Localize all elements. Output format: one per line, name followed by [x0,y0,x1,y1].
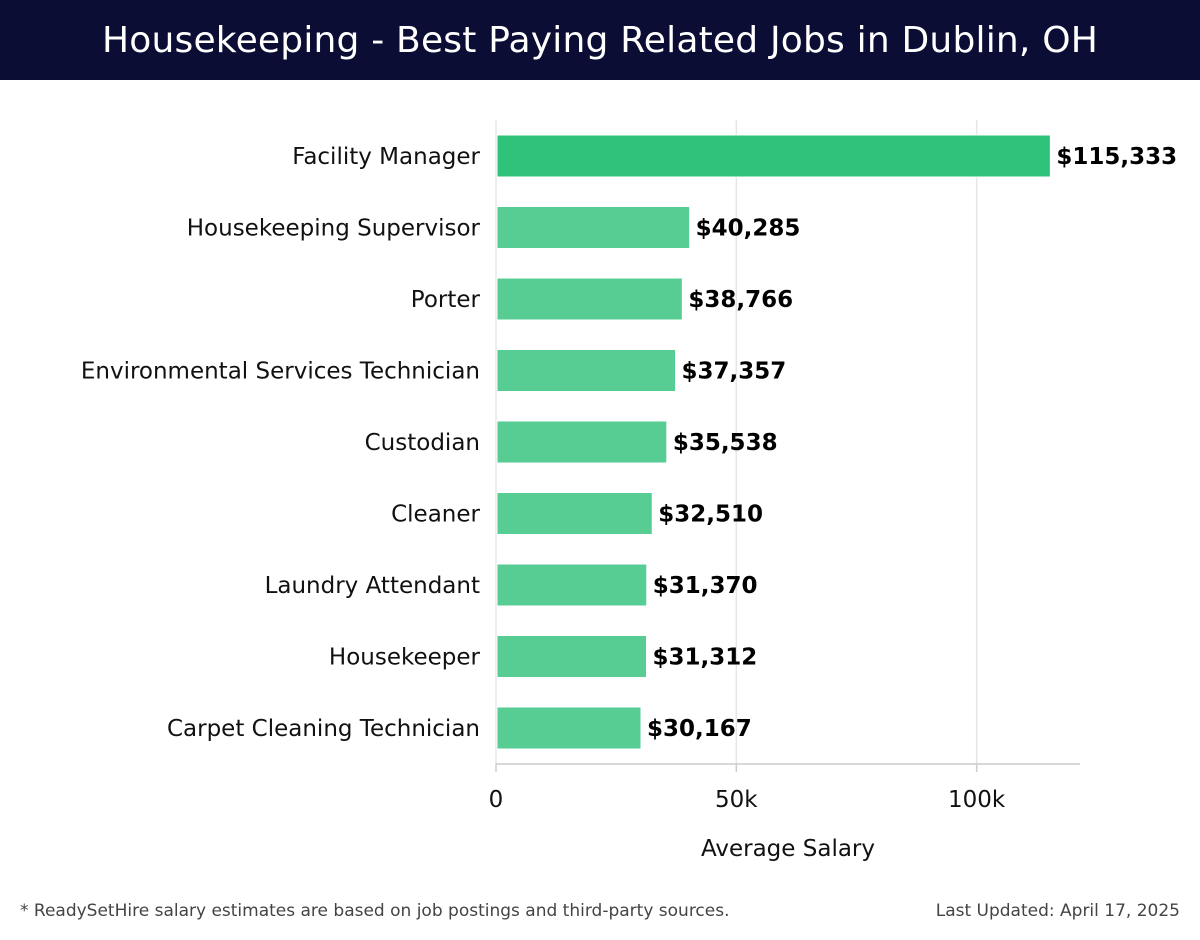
category-label: Housekeeper [329,645,481,671]
category-label: Facility Manager [292,144,480,170]
category-label: Custodian [365,430,480,456]
x-axis-title: Average Salary [701,836,875,862]
value-label: $37,357 [682,359,787,385]
value-label: $30,167 [647,716,752,742]
bar [496,635,648,678]
value-label: $38,766 [688,287,793,313]
bar [496,277,683,321]
value-label: $31,370 [653,573,758,599]
category-label: Laundry Attendant [265,573,480,599]
x-tick-label: 50k [715,787,758,813]
header-bar: Housekeeping - Best Paying Related Jobs … [0,0,1200,80]
page-title: Housekeeping - Best Paying Related Jobs … [101,19,1099,61]
bar [496,134,1051,178]
category-label: Cleaner [391,502,480,528]
value-label: $31,312 [653,645,758,671]
bar [496,563,648,607]
value-label: $35,538 [673,430,778,456]
category-label: Carpet Cleaning Technician [167,716,480,742]
bar [496,206,691,249]
bar [496,420,668,464]
category-label: Porter [411,287,481,313]
bar [496,706,642,750]
x-tick-label: 0 [489,787,504,813]
value-label: $32,510 [658,502,763,528]
category-label: Housekeeping Supervisor [187,216,481,242]
category-label: Environmental Services Technician [81,359,480,385]
bar [496,492,653,535]
value-label: $40,285 [696,216,801,242]
bar [496,349,677,392]
value-label: $115,333 [1056,144,1177,170]
salary-bar-chart: 0 50k 100k Average Salary Facility Manager $1… [81,120,1177,862]
footer-note: * ReadySetHire salary estimates are base… [20,901,730,921]
last-updated: Last Updated: April 17, 2025 [935,901,1180,921]
x-tick-label: 100k [948,787,1006,813]
